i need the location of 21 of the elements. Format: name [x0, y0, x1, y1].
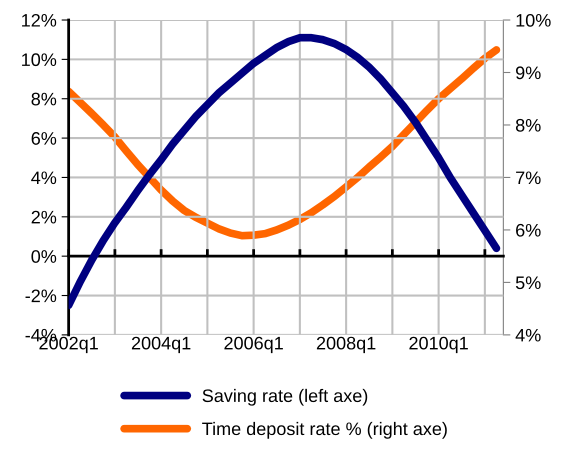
y-tick-label: -2%: [26, 289, 56, 302]
y-tick-label: 8%: [32, 92, 56, 106]
legend-label: Time deposit rate % (right axe): [202, 422, 447, 439]
y-tick-label: 4%: [31, 171, 56, 184]
y-tick-label: 6%: [32, 132, 56, 145]
y2-tick-label: 9%: [516, 66, 541, 80]
y-tick-label: 12%: [22, 14, 56, 27]
y2-tick-label: 7%: [516, 171, 541, 184]
y-tick-label: 0%: [31, 250, 56, 263]
x-tick-label: 2010q1: [409, 336, 468, 354]
y2-tick-label: 10%: [516, 14, 551, 27]
y-tick-label: 2%: [32, 210, 56, 224]
y2-tick-label: 5%: [516, 276, 541, 290]
x-tick-label: 2008q1: [316, 336, 376, 354]
legend-label: Saving rate (left axe): [202, 388, 368, 406]
x-tick-label: 2004q1: [132, 336, 190, 354]
x-tick-label: 2006q1: [224, 336, 283, 354]
y-tick-label: 10%: [22, 53, 56, 66]
y2-tick-label: 6%: [516, 224, 541, 237]
y2-tick-label: 8%: [516, 118, 541, 132]
y2-tick-label: 4%: [516, 328, 541, 342]
